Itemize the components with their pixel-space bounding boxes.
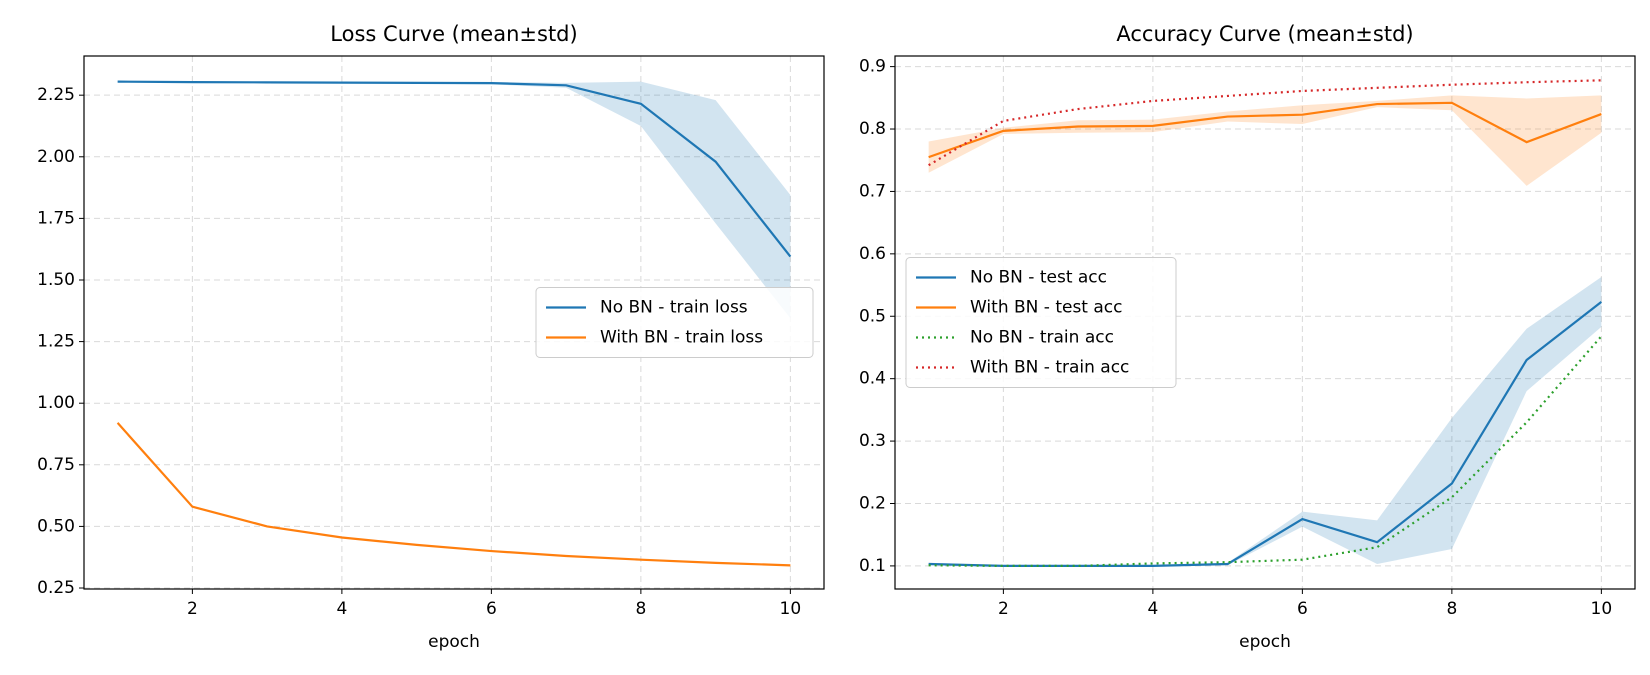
y-tick-label: 0.3	[859, 431, 886, 451]
legend-label: No BN - train loss	[600, 298, 748, 318]
y-tick-label: 0.50	[37, 516, 75, 536]
legend-box	[535, 287, 814, 358]
x-tick-label: 10	[780, 599, 802, 619]
legend-label: With BN - train loss	[600, 328, 763, 348]
x-tick-label: 2	[998, 599, 1009, 619]
plot-frame	[83, 55, 825, 590]
x-tick-label: 6	[1297, 599, 1308, 619]
series-line	[928, 335, 1603, 568]
series-line	[116, 422, 791, 567]
y-tick-label: 1.75	[37, 208, 75, 228]
y-tick-label: 1.50	[37, 270, 75, 290]
x-tick-label: 10	[1591, 599, 1613, 619]
y-tick-label: 0.6	[859, 244, 886, 264]
y-tick-label: 0.75	[37, 455, 75, 475]
y-tick-label: 1.25	[37, 332, 75, 352]
legend-label: No BN - test acc	[970, 268, 1107, 288]
y-tick-label: 2.25	[37, 85, 75, 105]
series-line	[928, 101, 1602, 159]
y-tick-label: 2.00	[37, 147, 75, 167]
y-tick-label: 0.1	[859, 556, 886, 576]
y-tick-label: 0.5	[859, 306, 886, 326]
chart-title: Loss Curve (mean±std)	[330, 22, 577, 46]
chart-title: Accuracy Curve (mean±std)	[1116, 22, 1413, 46]
x-axis-label: epoch	[428, 632, 480, 652]
y-tick-label: 0.25	[37, 578, 75, 598]
legend-label: With BN - train acc	[970, 358, 1129, 378]
x-tick-label: 8	[1446, 599, 1457, 619]
y-tick-label: 1.00	[37, 393, 75, 413]
std-band	[928, 95, 1602, 186]
std-band	[117, 421, 791, 567]
y-tick-label: 0.7	[859, 181, 886, 201]
y-tick-label: 0.9	[859, 57, 886, 77]
plot-frame	[894, 55, 1636, 590]
series-line	[117, 80, 792, 258]
legend-label: With BN - test acc	[970, 298, 1123, 318]
x-tick-label: 8	[635, 599, 646, 619]
x-tick-label: 4	[1147, 599, 1158, 619]
series-line	[928, 301, 1603, 568]
legend-label: No BN - train acc	[970, 328, 1114, 348]
x-axis-label: epoch	[1239, 632, 1291, 652]
y-tick-label: 0.4	[859, 369, 886, 389]
x-tick-label: 2	[187, 599, 198, 619]
x-tick-label: 4	[336, 599, 347, 619]
x-tick-label: 6	[486, 599, 497, 619]
std-band	[117, 81, 791, 319]
y-tick-label: 0.2	[859, 493, 886, 513]
std-band	[928, 276, 1602, 567]
legend-box	[905, 257, 1177, 388]
y-tick-label: 0.8	[859, 119, 886, 139]
